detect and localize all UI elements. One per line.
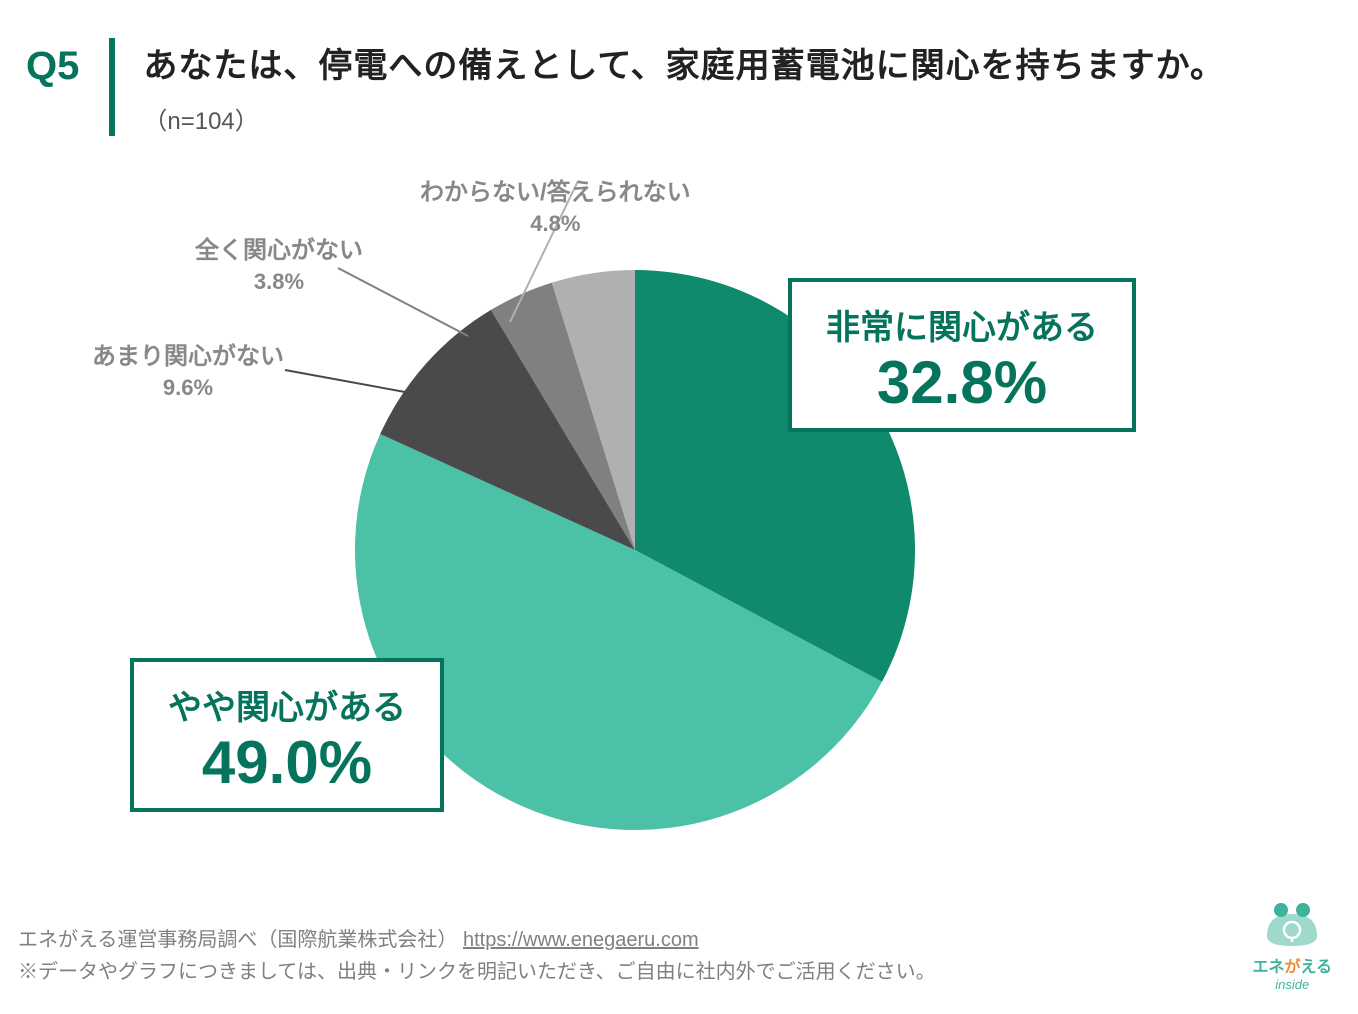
logo-name: エネがえる xyxy=(1252,953,1332,977)
brand-logo: エネがえるinside xyxy=(1252,896,1332,992)
slice-label-text: 全く関心がない xyxy=(195,230,363,265)
slice-label-percent: 9.6% xyxy=(92,375,284,401)
frog-icon xyxy=(1257,896,1327,948)
logo-subtitle: inside xyxy=(1252,977,1332,992)
callout-percent: 32.8% xyxy=(826,351,1098,414)
slice-label-text: あまり関心がない xyxy=(92,336,284,371)
slide: Q5 あなたは、停電への備えとして、家庭用蓄電池に関心を持ちますか。 （n=10… xyxy=(0,0,1358,1014)
slice-label-percent: 4.8% xyxy=(420,211,691,237)
pie-chart: 非常に関心がある32.8% やや関心がある49.0% あまり関心がない 9.6% 全く関… xyxy=(0,160,1358,900)
callout-label: 非常に関心がある xyxy=(826,300,1098,349)
slice-label: わからない/答えられない 4.8% xyxy=(420,172,691,237)
footer-line-2: ※データやグラフにつきましては、出典・リンクを明記いただき、ご自由に社内外でご活… xyxy=(18,956,936,988)
question-number: Q5 xyxy=(26,44,109,89)
slice-label: あまり関心がない 9.6% xyxy=(92,336,284,401)
footer-source: エネがえる運営事務局調べ（国際航業株式会社） https://www.enega… xyxy=(18,924,936,988)
callout-box: やや関心がある49.0% xyxy=(130,658,444,812)
slice-label-text: わからない/答えられない xyxy=(420,172,691,207)
header-divider xyxy=(109,38,115,136)
callout-percent: 49.0% xyxy=(168,731,406,794)
callout-label: やや関心がある xyxy=(168,680,406,729)
callout-box: 非常に関心がある32.8% xyxy=(788,278,1136,432)
slice-label: 全く関心がない 3.8% xyxy=(195,230,363,295)
sample-size: （n=104） xyxy=(143,101,1225,136)
leader-line xyxy=(285,370,405,392)
title-block: あなたは、停電への備えとして、家庭用蓄電池に関心を持ちますか。 （n=104） xyxy=(143,38,1225,136)
slice-label-percent: 3.8% xyxy=(195,269,363,295)
footer-line-1: エネがえる運営事務局調べ（国際航業株式会社） https://www.enega… xyxy=(18,924,936,956)
source-link[interactable]: https://www.enegaeru.com xyxy=(463,929,699,951)
header: Q5 あなたは、停電への備えとして、家庭用蓄電池に関心を持ちますか。 （n=10… xyxy=(26,38,1225,136)
question-title: あなたは、停電への備えとして、家庭用蓄電池に関心を持ちますか。 xyxy=(143,38,1225,87)
